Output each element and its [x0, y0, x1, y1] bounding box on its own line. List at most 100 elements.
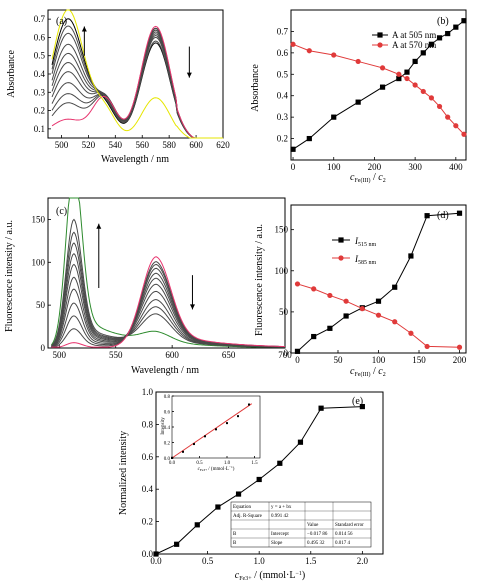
- series-line: [297, 212, 460, 352]
- data-point: [311, 333, 317, 340]
- inset-fit-line: [171, 403, 253, 459]
- data-point: [306, 135, 312, 142]
- x-tick-label: 100: [327, 162, 341, 172]
- x-axis-title: Wavelength / nm: [131, 365, 199, 376]
- legend: [372, 32, 388, 48]
- data-point: [379, 84, 386, 90]
- inset-x-tick-label: 0.5: [196, 461, 203, 466]
- data-point: [404, 75, 410, 82]
- data-point: [408, 253, 414, 259]
- plot-frame: [290, 9, 467, 161]
- x-tick-label: 580: [162, 140, 176, 150]
- y-tick-label: 0.4: [142, 484, 154, 494]
- y-tick-label: 50: [36, 300, 46, 310]
- data-point: [331, 52, 337, 58]
- y-tick-label: 0.3: [277, 112, 289, 122]
- data-point: [338, 237, 344, 243]
- data-point: [359, 306, 365, 312]
- data-point: [445, 30, 451, 37]
- data-point: [153, 551, 159, 557]
- x-tick-label: 520: [82, 140, 96, 150]
- data-point: [392, 319, 398, 325]
- y-tick-label: 0.7: [277, 26, 289, 36]
- axes-e: 0.0 0.5 1.0 1.5 2.0 0.0 0.2 0.4 0.6 0.8 1.0: [142, 387, 384, 566]
- y-tick-label: 150: [275, 225, 289, 235]
- table-cell: y = a + bx: [271, 505, 292, 510]
- table-cell: 0.495 32: [307, 541, 325, 546]
- data-point: [436, 103, 443, 110]
- panel-label: (d): [437, 210, 449, 221]
- data-point: [456, 210, 463, 216]
- data-point: [408, 330, 414, 336]
- x-tick-label: 550: [109, 350, 123, 360]
- data-point: [396, 71, 402, 77]
- x-tick-label: 620: [216, 140, 230, 150]
- plot-frame: [290, 204, 467, 354]
- data-point: [194, 522, 200, 528]
- inset-point: [237, 415, 239, 418]
- y-tick-label: 0.2: [277, 134, 288, 144]
- y-tick-label: 100: [32, 257, 46, 267]
- data-point: [355, 99, 361, 105]
- data-point: [428, 95, 435, 101]
- x-axis-title: cFe(III) / c2: [350, 366, 386, 378]
- y-axis-title: Absorbance: [250, 64, 261, 112]
- data-point: [215, 504, 221, 510]
- y-tick-label: 0.2: [142, 517, 153, 527]
- data-point: [456, 344, 463, 350]
- y-tick-label: 0.5: [34, 51, 46, 61]
- inset-x-tick-label: 1.0: [224, 461, 231, 466]
- table-cell: −0.017 86: [307, 532, 328, 537]
- spectrum-line: [51, 9, 223, 139]
- table-cell: B: [233, 532, 237, 537]
- data-point: [436, 35, 443, 41]
- table-cell: Standard error: [335, 523, 364, 528]
- series-line: [155, 406, 363, 555]
- y-tick-label: 0.1: [34, 124, 45, 134]
- x-tick-label: 0: [295, 355, 300, 365]
- table-cell: 0.991 42: [271, 514, 289, 519]
- data-point: [297, 439, 304, 445]
- inset-point: [193, 443, 195, 446]
- axes-d: 0 50 100 150 200 0 50 100 150 I515 nm I585 nm: [275, 204, 467, 365]
- panel-label: (e): [352, 396, 363, 407]
- x-tick-label: 560: [135, 140, 149, 150]
- x-tick-label: 1.0: [254, 556, 266, 566]
- y-tick-label: 0.3: [34, 87, 46, 97]
- data-point: [235, 491, 242, 497]
- fit-table: Equation y = a + bx Adj. R-Square 0.991 42 V…: [230, 501, 372, 548]
- panel-label: (a): [56, 16, 67, 27]
- data-point: [311, 286, 317, 292]
- table-cell: Value: [307, 523, 319, 528]
- plot-frame: [47, 197, 286, 349]
- x-tick-label: 2.0: [357, 556, 369, 566]
- x-tick-label: 500: [53, 350, 67, 360]
- x-tick-label: 400: [449, 162, 463, 172]
- data-point: [420, 50, 426, 56]
- y-tick-label: 0.7: [34, 14, 46, 24]
- inset-x-tick-label: 1.5: [251, 461, 258, 466]
- inset-y-tick-label: 0.2: [164, 442, 171, 447]
- data-point: [343, 298, 349, 304]
- data-point: [392, 284, 398, 290]
- data-point: [327, 325, 333, 331]
- data-point: [412, 82, 418, 88]
- y-axis-title: Fluorescence intensity / a.u.: [254, 224, 265, 336]
- data-point: [306, 48, 312, 54]
- x-axis-title: Wavelength / nm: [101, 154, 169, 165]
- y-tick-label: 100: [275, 266, 289, 276]
- data-point: [377, 32, 383, 38]
- legend-label: I515 nm: [354, 236, 377, 248]
- data-point: [420, 88, 426, 95]
- trend-arrowhead: [189, 304, 195, 310]
- y-tick-label: 0: [284, 348, 289, 358]
- data-point: [445, 114, 451, 120]
- legend-label: A at 505 nm: [392, 30, 436, 40]
- table-frame: [230, 501, 372, 548]
- y-axis-title: Normalized intensity: [118, 431, 129, 515]
- y-tick-label: 0.8: [142, 419, 154, 429]
- data-point: [453, 123, 459, 129]
- x-tick-label: 600: [189, 140, 203, 150]
- inset-x-title: cFe3+ / (mmol·L−1): [198, 465, 235, 472]
